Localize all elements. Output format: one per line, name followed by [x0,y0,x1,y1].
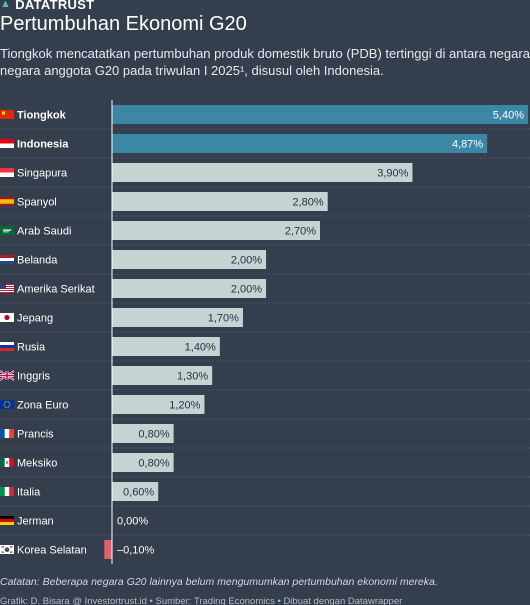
bar [112,424,174,443]
value-label: –0,10% [117,545,155,557]
bar [112,453,174,472]
category-label: Spanyol [17,197,57,209]
flag-saudi-arabia-icon [0,226,14,235]
category-label: Arab Saudi [17,226,71,238]
category-label: Jerman [17,516,54,528]
bar [104,540,112,559]
value-label: 0,80% [138,458,169,470]
flag-singapore-icon [0,168,14,177]
value-label: 3,90% [377,168,408,180]
category-label: Rusia [17,342,46,354]
category-label: Italia [17,487,41,499]
category-label: Singapura [17,168,68,180]
category-label: Korea Selatan [17,545,87,557]
brand-name: DATATRUST [15,0,95,12]
subtitle-line-1: Tiongkok mencatatkan pertumbuhan produk … [0,46,530,61]
bar [112,308,243,327]
flag-france-icon [0,429,14,438]
bar [112,250,267,269]
category-label: Indonesia [17,139,69,151]
category-label: Zona Euro [17,400,68,412]
category-label: Belanda [17,255,58,267]
chart-subtitle: Tiongkok mencatatkan pertumbuhan produk … [0,45,530,79]
footnote: Catatan: Beberapa negara G20 lainnya bel… [0,576,438,588]
flag-netherlands-icon [0,255,14,264]
bar [112,134,488,153]
bar [112,482,159,501]
value-label: 0,80% [138,429,169,441]
value-label: 0,00% [117,516,148,528]
bar [112,337,220,356]
value-label: 1,20% [169,400,200,412]
category-label: Tiongkok [17,110,67,122]
value-label: 0,60% [123,487,154,499]
value-label: 2,00% [231,284,262,296]
bar [112,192,328,211]
triangle-logo-icon: ▲ [0,0,12,10]
flag-germany-icon [0,516,14,525]
category-label: Meksiko [17,458,57,470]
category-label: Amerika Serikat [17,284,95,296]
flag-spain-icon [0,197,14,206]
category-label: Inggris [17,371,51,383]
flag-china-icon [0,110,14,119]
subtitle-line-2: negara anggota G20 pada triwulan I 2025¹… [0,63,384,78]
bar [112,163,413,182]
bar [112,279,267,298]
bar [112,366,213,385]
value-label: 1,40% [185,342,216,354]
category-label: Prancis [17,429,54,441]
value-label: 2,80% [293,197,324,209]
credit-line: Grafik: D. Bisara @ Investortrust.id • S… [0,596,403,605]
bar [112,105,528,124]
value-label: 2,70% [285,226,316,238]
value-label: 1,30% [177,371,208,383]
value-label: 4,87% [452,139,483,151]
bar [112,221,320,240]
flag-indonesia-icon [0,139,14,148]
brand: ▲ DATATRUST [0,0,95,12]
bar [112,395,205,414]
category-label: Jepang [17,313,53,325]
chart-title: Pertumbuhan Ekonomi G20 [0,13,247,35]
value-label: 5,40% [493,110,524,122]
value-label: 1,70% [208,313,239,325]
flag-japan-icon [0,313,14,322]
flag-russia-icon [0,342,14,351]
flag-eu-icon [0,400,14,409]
flag-uk-icon [0,370,15,381]
flag-south-korea-icon [0,545,14,554]
value-label: 2,00% [231,255,262,267]
flag-mexico-icon [0,458,14,467]
flag-usa-icon [0,284,14,293]
flag-italy-icon [0,487,14,496]
